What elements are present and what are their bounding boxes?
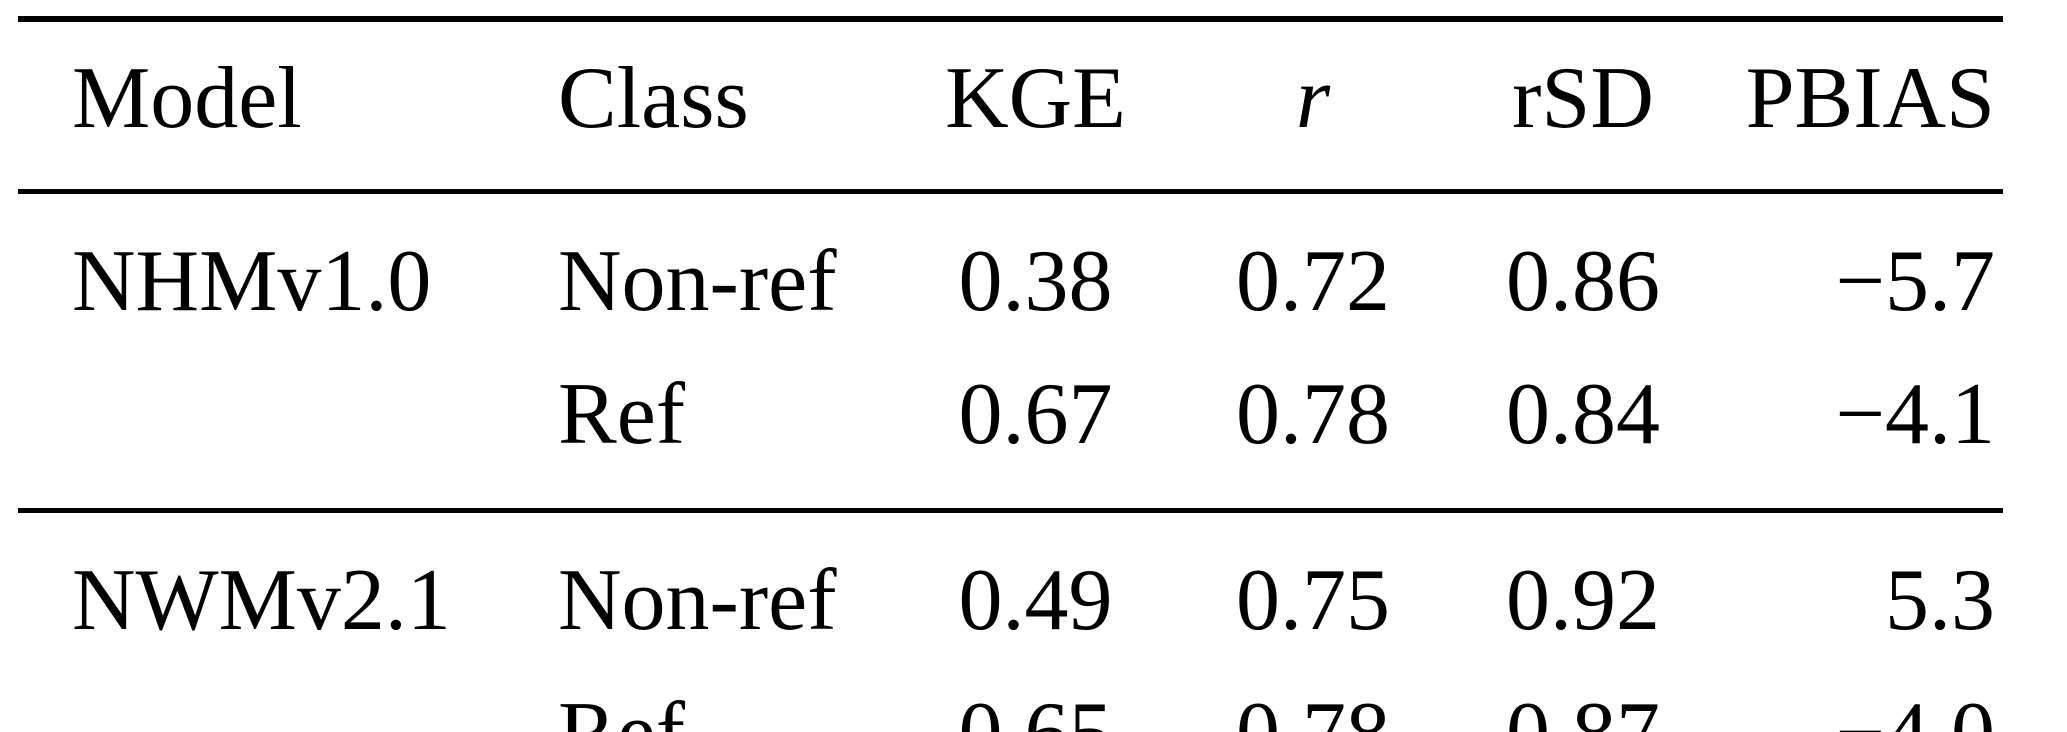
cell-rsd: 0.84 xyxy=(1506,365,1660,463)
cell-kge: 0.49 xyxy=(893,508,1178,667)
cell-rsd: 0.87 xyxy=(1448,667,1718,732)
cell-r: 0.78 xyxy=(1178,667,1448,732)
table-group-nhm: NHMv1.0 Non-ref 0.38 0.72 0.86 −5.7 Ref … xyxy=(18,192,2003,511)
column-header-pbias: PBIAS xyxy=(1718,19,2003,194)
column-header-rsd: rSD xyxy=(1448,19,1718,194)
column-header-model: Model xyxy=(18,19,508,194)
cell-pbias: −4.1 xyxy=(1835,365,1995,463)
cell-class: Non-ref xyxy=(558,232,837,330)
column-header-class: Class xyxy=(508,19,893,194)
table-row: Ref 0.65 0.78 0.87 −4.0 xyxy=(18,667,2003,732)
cell-pbias: −5.7 xyxy=(1835,232,1995,330)
table-row: Ref 0.67 0.78 0.84 −4.1 xyxy=(18,348,2003,511)
cell-model xyxy=(18,348,508,511)
cell-model xyxy=(18,667,508,732)
column-header-kge: KGE xyxy=(893,19,1178,194)
cell-pbias: 5.3 xyxy=(1718,508,2003,667)
cell-r: 0.72 xyxy=(1236,232,1390,330)
cell-model: NWMv2.1 xyxy=(18,508,508,667)
cell-class: Ref xyxy=(508,667,893,732)
table-header-row: Model Class KGE r rSD PBIAS xyxy=(18,19,2003,194)
cell-r: 0.75 xyxy=(1178,508,1448,667)
cell-kge: 0.65 xyxy=(893,667,1178,732)
table-row: NWMv2.1 Non-ref 0.49 0.75 0.92 5.3 xyxy=(18,508,2003,667)
cell-kge: 0.67 xyxy=(958,365,1113,463)
metrics-table: Model Class KGE r rSD PBIAS NHMv1.0 Non-… xyxy=(18,16,2003,732)
cell-class: Ref xyxy=(558,365,686,463)
cell-kge: 0.38 xyxy=(958,232,1113,330)
cell-r: 0.78 xyxy=(1236,365,1390,463)
column-header-r: r xyxy=(1178,19,1448,194)
cell-model: NHMv1.0 xyxy=(72,232,432,330)
cell-pbias: −4.0 xyxy=(1718,667,2003,732)
cell-rsd: 0.86 xyxy=(1506,232,1660,330)
table-row: NHMv1.0 Non-ref 0.38 0.72 0.86 −5.7 xyxy=(18,192,2003,349)
table-group-nwm: NWMv2.1 Non-ref 0.49 0.75 0.92 5.3 Ref 0… xyxy=(18,508,2003,732)
cell-rsd: 0.92 xyxy=(1448,508,1718,667)
cell-class: Non-ref xyxy=(508,508,893,667)
